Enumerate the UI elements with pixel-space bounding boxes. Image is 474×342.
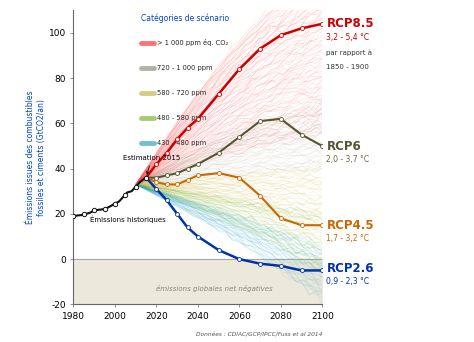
Point — [153, 180, 160, 185]
Text: Catégories de scénario: Catégories de scénario — [141, 13, 229, 23]
Point — [101, 206, 109, 211]
Text: 1,7 - 3,2 °C: 1,7 - 3,2 °C — [327, 234, 369, 243]
Point — [194, 234, 201, 239]
Point — [163, 150, 171, 156]
Point — [236, 134, 243, 140]
Point — [194, 116, 201, 122]
Point — [277, 216, 284, 221]
Point — [163, 182, 171, 187]
Point — [319, 143, 326, 149]
Point — [142, 175, 150, 181]
Point — [256, 193, 264, 198]
Text: Données : CDIAC/GCP/IPCC/Fuss et al 2014: Données : CDIAC/GCP/IPCC/Fuss et al 2014 — [196, 333, 322, 338]
Point — [142, 175, 150, 181]
Point — [194, 173, 201, 178]
Point — [163, 173, 171, 178]
Point — [153, 186, 160, 192]
Y-axis label: Émissions issues des combustibles
fossiles et ciments (GtCO2/an): Émissions issues des combustibles fossil… — [27, 91, 46, 224]
Point — [173, 211, 181, 216]
Text: par rapport à: par rapport à — [327, 50, 373, 56]
Text: 720 - 1 000 ppm: 720 - 1 000 ppm — [157, 65, 212, 70]
Point — [277, 116, 284, 122]
Point — [132, 184, 139, 189]
Text: 480 - 580 ppm: 480 - 580 ppm — [157, 115, 206, 121]
Point — [256, 261, 264, 266]
Point — [142, 175, 150, 181]
Point — [215, 170, 222, 176]
Point — [215, 91, 222, 97]
Point — [194, 161, 201, 167]
Point — [173, 182, 181, 187]
Point — [173, 170, 181, 176]
Point — [163, 198, 171, 203]
Text: RCP4.5: RCP4.5 — [327, 219, 374, 232]
Point — [256, 46, 264, 51]
Point — [153, 175, 160, 181]
Point — [298, 268, 305, 273]
Point — [236, 66, 243, 72]
Point — [236, 256, 243, 262]
Text: RCP2.6: RCP2.6 — [327, 262, 374, 275]
Point — [142, 175, 150, 181]
Point — [215, 247, 222, 253]
Point — [277, 263, 284, 269]
Text: 2,0 - 3,7 °C: 2,0 - 3,7 °C — [327, 155, 370, 164]
Text: Estimation 2015: Estimation 2015 — [123, 155, 181, 174]
Text: 430 - 480 ppm: 430 - 480 ppm — [157, 140, 206, 146]
Point — [319, 268, 326, 273]
Point — [236, 175, 243, 181]
Point — [111, 201, 119, 207]
Point — [91, 208, 98, 213]
Text: 580 - 720 ppm: 580 - 720 ppm — [157, 90, 206, 96]
Point — [298, 222, 305, 228]
Point — [153, 161, 160, 167]
Point — [298, 26, 305, 31]
Point — [298, 132, 305, 137]
Text: 3,2 - 5,4 °C: 3,2 - 5,4 °C — [327, 33, 370, 42]
Point — [184, 225, 191, 230]
Point — [80, 212, 88, 217]
Text: RCP6: RCP6 — [327, 140, 361, 153]
Point — [319, 222, 326, 228]
Text: 0,9 - 2,3 °C: 0,9 - 2,3 °C — [327, 277, 370, 286]
Point — [319, 21, 326, 27]
Point — [184, 166, 191, 171]
Point — [184, 177, 191, 183]
Point — [173, 136, 181, 142]
Text: 1850 - 1900: 1850 - 1900 — [327, 64, 369, 70]
Point — [184, 125, 191, 131]
Text: > 1 000 ppm éq. CO₂: > 1 000 ppm éq. CO₂ — [157, 39, 228, 46]
Point — [256, 118, 264, 124]
Point — [70, 213, 77, 219]
Text: émissions globales net négatives: émissions globales net négatives — [156, 285, 273, 292]
Text: Émissions historiques: Émissions historiques — [90, 215, 166, 223]
Point — [277, 32, 284, 38]
Point — [142, 175, 150, 181]
Point — [215, 150, 222, 156]
Text: RCP8.5: RCP8.5 — [327, 17, 374, 30]
Point — [121, 192, 129, 197]
